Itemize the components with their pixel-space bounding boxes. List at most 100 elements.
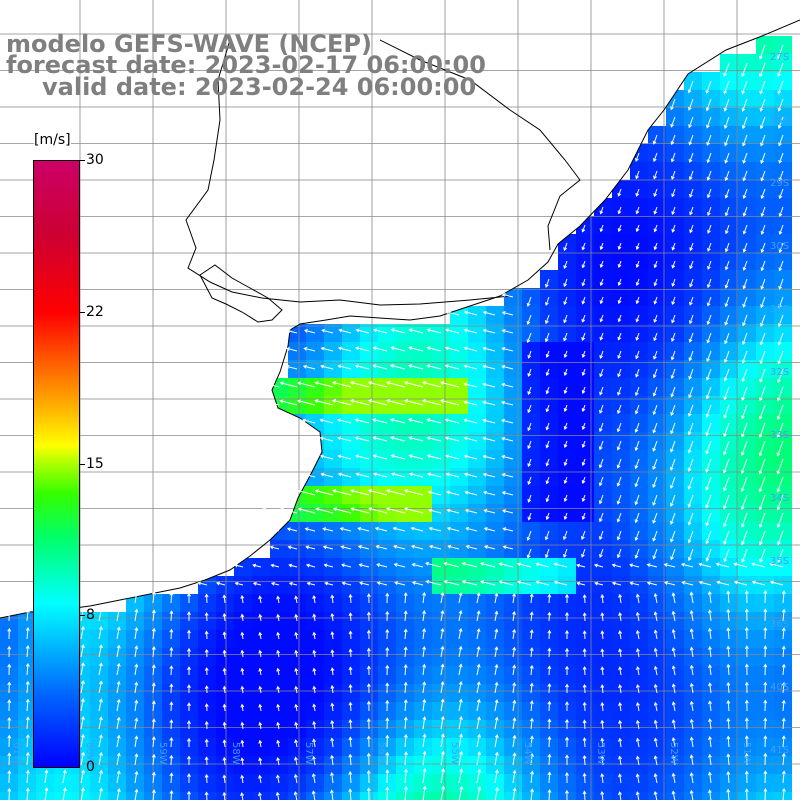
wind-vector-head bbox=[425, 561, 430, 566]
wind-vector-head bbox=[463, 346, 468, 351]
wind-vector bbox=[554, 581, 568, 586]
wind-vector bbox=[707, 188, 712, 198]
wind-vector-head bbox=[744, 590, 749, 594]
wind-vector-head bbox=[598, 428, 603, 433]
wind-vector-head bbox=[134, 770, 139, 775]
wind-vector-head bbox=[598, 482, 603, 487]
wind-vector-head bbox=[653, 282, 658, 287]
wind-vector-head bbox=[276, 595, 281, 600]
wind-vector-head bbox=[276, 703, 281, 708]
wind-vector-head bbox=[512, 699, 517, 704]
wind-vector-head bbox=[563, 372, 568, 377]
wind-vector-head bbox=[582, 772, 587, 777]
wind-vector-head bbox=[440, 645, 445, 650]
wind-vector-head bbox=[705, 450, 710, 455]
wind-vector-head bbox=[744, 735, 749, 740]
wind-vector bbox=[404, 786, 407, 800]
wind-vector-head bbox=[742, 195, 747, 200]
wind-vector bbox=[707, 242, 712, 251]
wind-vector bbox=[98, 735, 102, 748]
wind-vector bbox=[782, 753, 785, 766]
wind-vector bbox=[270, 546, 280, 550]
wind-vector bbox=[707, 152, 712, 163]
wind-vector bbox=[337, 437, 352, 442]
wind-vector bbox=[440, 664, 444, 676]
wind-vector-head bbox=[733, 580, 738, 585]
wind-vector bbox=[422, 610, 425, 622]
wind-vector bbox=[259, 740, 262, 748]
wind-vector-head bbox=[348, 719, 353, 723]
wind-vector-head bbox=[348, 666, 353, 671]
wind-vector bbox=[582, 278, 586, 286]
wind-vector-head bbox=[7, 699, 12, 704]
wind-vector bbox=[464, 473, 478, 478]
wind-vector bbox=[313, 739, 316, 748]
longitude-label: 57W bbox=[303, 742, 314, 765]
wind-vector-head bbox=[741, 396, 745, 401]
wind-vector bbox=[653, 422, 658, 433]
wind-vector-head bbox=[312, 703, 317, 708]
wind-vector bbox=[152, 683, 155, 694]
wind-vector-head bbox=[635, 684, 640, 688]
wind-vector-head bbox=[530, 752, 534, 757]
wind-vector bbox=[313, 686, 316, 694]
wind-vector bbox=[670, 512, 676, 525]
wind-vector-head bbox=[169, 754, 174, 759]
wind-vector-head bbox=[426, 328, 431, 333]
wind-vector bbox=[321, 329, 334, 334]
wind-vector-head bbox=[476, 681, 481, 686]
wind-vector bbox=[502, 509, 514, 514]
wind-vector-head bbox=[563, 319, 567, 324]
wind-vector bbox=[723, 530, 730, 545]
wind-vector bbox=[404, 507, 424, 514]
wind-vector-head bbox=[698, 580, 703, 585]
wind-vector bbox=[80, 608, 84, 622]
wind-vector bbox=[707, 224, 712, 234]
wind-vector-head bbox=[134, 735, 139, 740]
wind-vector bbox=[759, 386, 766, 401]
wind-vector-head bbox=[777, 541, 781, 546]
wind-vector bbox=[349, 702, 352, 712]
wind-vector bbox=[612, 564, 622, 568]
wind-vector-head bbox=[617, 373, 621, 378]
wind-vector bbox=[440, 399, 460, 406]
field-cell bbox=[702, 792, 720, 800]
wind-vector-head bbox=[671, 737, 676, 741]
wind-vector-head bbox=[350, 507, 355, 511]
wind-vector-head bbox=[670, 141, 675, 146]
wind-vector-head bbox=[689, 265, 693, 270]
wind-vector-head bbox=[501, 491, 506, 495]
wind-vector-head bbox=[671, 647, 676, 652]
wind-vector-head bbox=[134, 645, 139, 650]
wind-vector bbox=[316, 508, 334, 514]
wind-vector bbox=[428, 509, 442, 514]
wind-vector bbox=[777, 386, 784, 401]
wind-vector bbox=[759, 422, 766, 438]
wind-vector-head bbox=[670, 520, 674, 525]
wind-vector-head bbox=[687, 557, 692, 562]
wind-vector bbox=[599, 386, 604, 395]
wind-vector-head bbox=[294, 595, 299, 600]
wind-vector bbox=[688, 440, 694, 453]
wind-vector-head bbox=[527, 373, 532, 378]
wind-vector bbox=[527, 548, 532, 558]
wind-vector-head bbox=[366, 629, 371, 634]
wind-vector-head bbox=[741, 107, 746, 112]
wind-vector-head bbox=[403, 628, 408, 633]
wind-vector-head bbox=[760, 304, 764, 309]
wind-vector-head bbox=[618, 593, 622, 598]
wind-vector bbox=[409, 437, 424, 442]
wind-vector-head bbox=[501, 400, 506, 405]
wind-vector bbox=[778, 314, 784, 327]
wind-vector bbox=[331, 632, 334, 640]
wind-vector bbox=[584, 595, 586, 604]
wind-vector-head bbox=[778, 195, 783, 200]
wind-vector-head bbox=[422, 681, 427, 686]
wind-vector bbox=[563, 260, 568, 269]
wind-vector bbox=[716, 563, 730, 568]
wind-vector bbox=[295, 650, 298, 658]
wind-vector bbox=[723, 62, 730, 77]
wind-vector-head bbox=[311, 790, 316, 795]
wind-vector bbox=[440, 716, 444, 730]
wind-vector-head bbox=[671, 665, 676, 670]
